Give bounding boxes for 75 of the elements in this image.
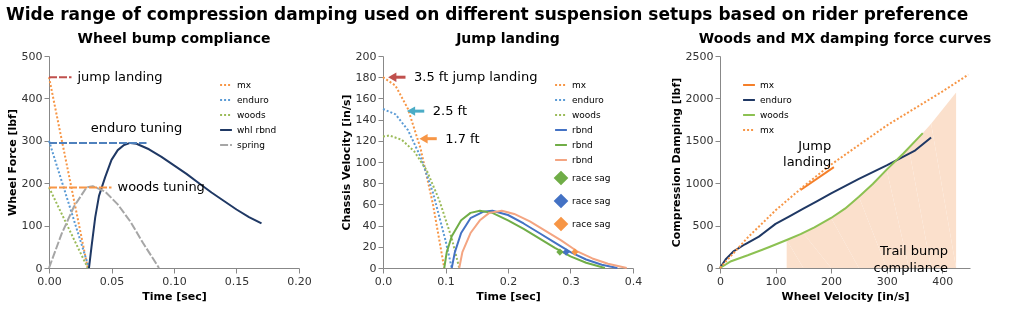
y-tick-label: 1000 (685, 176, 714, 190)
series-label: Trail bump compliance (873, 243, 949, 275)
line-series (88, 141, 263, 269)
annotation: jump landing (76, 69, 163, 85)
y-tick-label: 40 (362, 219, 377, 233)
legend-label: race sag (572, 196, 611, 206)
legend-label: mx (760, 125, 775, 135)
x-tick-label: 0.4 (624, 274, 643, 288)
y-tick-label: 300 (21, 134, 43, 148)
y-tick-label: 1500 (685, 134, 714, 148)
x-axis-title: Time [sec] (142, 289, 207, 303)
y-tick-label: 140 (355, 113, 377, 127)
annotation: 3.5 ft jump landing (414, 69, 538, 85)
annotation: 2.5 ft (432, 103, 468, 119)
x-tick-label: 200 (821, 274, 843, 288)
x-tick-label: 0 (717, 274, 724, 288)
annotation: Jump landing (783, 137, 832, 169)
y-tick-label: 200 (355, 49, 377, 63)
x-tick-label: 0.00 (37, 274, 62, 288)
y-tick-label: 120 (355, 134, 377, 148)
x-tick-label: 0.15 (224, 274, 250, 288)
y-tick-label: 500 (692, 219, 714, 233)
y-tick-label: 0 (35, 261, 43, 275)
y-tick-label: 0 (369, 261, 377, 275)
x-tick-label: 0.10 (162, 274, 187, 288)
x-axis-title: Wheel Velocity [in/s] (781, 289, 910, 303)
legend-label: woods (237, 110, 267, 120)
x-tick-label: 0.2 (499, 274, 518, 288)
y-axis-title: Wheel Force [lbf] (5, 109, 19, 216)
x-tick-label: 0.1 (437, 274, 455, 288)
legend-label: rbnd (572, 125, 593, 135)
legend-label: rbnd (572, 140, 593, 150)
x-axis-title: Time [sec] (476, 289, 541, 303)
annotation: woods tuning (117, 179, 205, 195)
legend-label: race sag (572, 219, 611, 229)
y-tick-label: 160 (355, 91, 377, 105)
x-tick-label: 300 (876, 274, 898, 288)
legend-label: race sag (572, 173, 611, 183)
y-tick-label: 100 (355, 155, 377, 169)
legend-label: woods (572, 110, 602, 120)
y-tick-label: 200 (21, 176, 43, 190)
y-tick-label: 2500 (685, 49, 714, 63)
x-tick-label: 0.05 (99, 274, 125, 288)
legend-label: spring (237, 140, 266, 150)
y-tick-label: 400 (21, 91, 43, 105)
legend-label: woods (760, 110, 790, 120)
y-tick-label: 0 (706, 261, 714, 275)
legend-label: whl rbnd (237, 125, 277, 135)
y-tick-label: 60 (362, 197, 377, 211)
y-tick-label: 20 (362, 240, 377, 254)
annotation: 1.7 ft (445, 130, 480, 146)
x-tick-label: 0.0 (374, 274, 393, 288)
x-tick-label: 0.3 (562, 274, 580, 288)
x-tick-label: 400 (932, 274, 954, 288)
chart-title: Woods and MX damping force curves (698, 30, 992, 46)
text: Wide range of compression damping used on different suspension setups based on rider preference (6, 4, 969, 24)
chart-title: Jump landing (455, 30, 560, 46)
legend-label: mx (760, 80, 775, 90)
y-tick-label: 2000 (685, 91, 714, 105)
legend-label: mx (237, 80, 252, 90)
y-tick-label: 80 (362, 176, 377, 190)
legend-label: enduro (237, 95, 270, 105)
legend-label: enduro (760, 95, 793, 105)
legend-label: rbnd (572, 155, 593, 165)
y-tick-label: 500 (21, 49, 43, 63)
y-axis-title: Compression Damping [lbf] (669, 77, 683, 248)
chart-title: Wheel bump compliance (77, 30, 271, 46)
y-axis-title: Chassis Velocity [in/s] (339, 94, 353, 231)
annotation: enduro tuning (90, 119, 183, 135)
y-tick-label: 180 (355, 70, 377, 84)
x-tick-label: 0.20 (287, 274, 312, 288)
legend-label: mx (572, 80, 587, 90)
legend-label: enduro (572, 95, 605, 105)
x-tick-label: 100 (765, 274, 787, 288)
y-tick-label: 100 (21, 219, 43, 233)
